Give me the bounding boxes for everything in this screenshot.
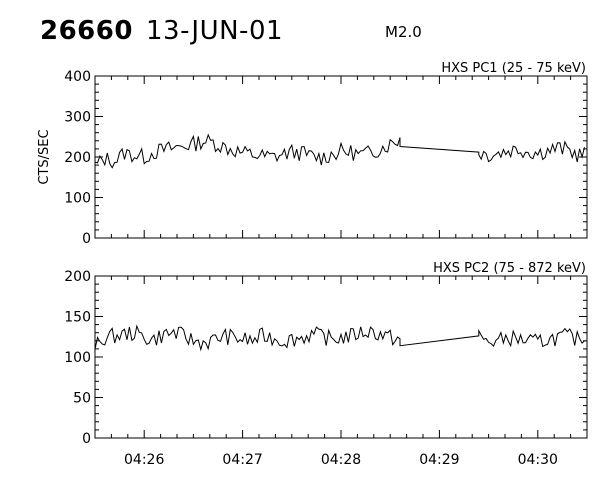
panel2-ytick-label: 150 — [64, 310, 91, 326]
xtick-label: 04:27 — [222, 452, 262, 468]
panel1-title: HXS PC1 (25 - 75 keV) — [441, 61, 586, 76]
panel1-ytick-label: 0 — [82, 231, 91, 247]
panel1-ytick-label: 400 — [64, 69, 91, 85]
xtick-label: 04:30 — [518, 452, 558, 468]
panel1-ytick-label: 300 — [64, 110, 91, 126]
panel1-frame — [94, 75, 588, 239]
panel1-ytick-label: 200 — [64, 150, 91, 166]
panel1-series-line — [94, 133, 585, 169]
xtick-label: 04:29 — [419, 452, 459, 468]
panel2-ytick-label: 100 — [64, 350, 91, 366]
panel2-ytick-label: 50 — [73, 391, 91, 407]
panel2-ytick-label: 0 — [82, 431, 91, 447]
panel2-ytick-label: 200 — [64, 269, 91, 285]
panel2-title: HXS PC2 (75 - 872 keV) — [433, 261, 586, 276]
panel1-ytick-label: 100 — [64, 191, 91, 207]
event-date: 13-JUN-01 — [146, 16, 284, 46]
flare-class: M2.0 — [385, 23, 422, 41]
xtick-label: 04:26 — [124, 452, 164, 468]
event-id: 26660 — [40, 16, 133, 46]
panel2-series-line — [94, 324, 585, 352]
xtick-label: 04:28 — [321, 452, 361, 468]
panel1-ylabel: CTS/SEC — [37, 129, 52, 184]
panel2-frame — [94, 275, 588, 439]
